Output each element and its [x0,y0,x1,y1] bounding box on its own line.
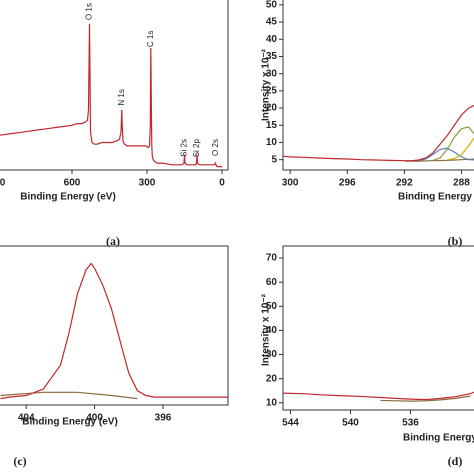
peak-label: Si 2s [180,139,189,157]
x-tick-label: 288 [453,178,470,189]
plot-frame [282,0,474,171]
y-tick-label: 40 [266,325,278,336]
x-tick-label: 404 [18,413,35,424]
peak-label: C 1s [146,31,155,47]
x-axis-label: Binding Energy (eV) [22,417,118,428]
x-tick-label: 300 [282,178,299,189]
x-tick-label: 396 [155,413,172,424]
spectrum-line [0,262,228,400]
y-tick-label: 20 [266,373,278,384]
x-tick-label: 292 [396,178,413,189]
spectrum-line [447,137,474,161]
x-tick-label: 544 [282,418,299,429]
panel-label: (c) [13,454,26,468]
y-tick-label: 25 [266,86,278,97]
peak-label: O 2s [211,139,220,156]
y-tick-label: 5 [271,154,277,165]
y-tick-label: 30 [266,68,278,79]
panel-label: (d) [448,454,463,468]
y-tick-label: 10 [266,397,278,408]
y-tick-label: 10 [266,137,278,148]
spectrum-line [282,104,474,162]
y-tick-label: 50 [266,301,278,312]
y-axis-label: Intensity x 10⁻² [261,293,272,366]
panel-label: (a) [106,234,120,248]
x-tick-label: 600 [64,178,81,189]
panel: 544 540 536 10 20 30 40 50 60 70 Binding Energy Int… [261,245,474,468]
y-axis-label: Intensity x 10⁻² [261,48,272,121]
plot-frame [0,0,229,171]
y-tick-label: 60 [266,277,278,288]
x-tick-label: 900 [0,178,6,189]
spectrum-line [380,395,471,402]
y-tick-label: 40 [266,34,278,45]
panel: 300 296 292 288 5 10 15 20 25 30 35 40 45 50 Binding E… [261,0,474,248]
y-tick-label: 70 [266,253,278,264]
plot-frame [0,245,229,406]
panel: 404 400 396 Binding Energy (eV) (c) [0,245,229,468]
x-tick-label: 540 [342,418,359,429]
panel-label: (b) [448,234,463,248]
y-tick-label: 30 [266,349,278,360]
x-tick-label: 536 [402,418,419,429]
plot-frame [282,245,474,411]
y-tick-label: 45 [266,17,278,28]
spectrum-line [404,158,474,162]
x-tick-label: 296 [339,178,356,189]
spectrum-line [0,391,138,400]
y-tick-label: 50 [266,0,278,11]
spectrum-line [432,126,474,161]
x-tick-label: 0 [219,178,225,189]
x-axis-label: Binding Energy [403,433,474,444]
peak-label: O 1s [85,3,94,20]
y-tick-label: 20 [266,103,278,114]
x-tick-label: 300 [139,178,156,189]
peak-label: Si 2p [192,138,201,157]
spectrum-line [0,23,222,168]
x-axis-label: Binding Energy (eV) [20,192,116,203]
y-tick-label: 15 [266,120,278,131]
peak-label: N 1s [117,89,126,105]
x-tick-label: 400 [86,413,103,424]
spectrum-line [282,391,474,401]
y-tick-label: 35 [266,51,278,62]
x-axis-label: Binding Energy [398,192,472,203]
